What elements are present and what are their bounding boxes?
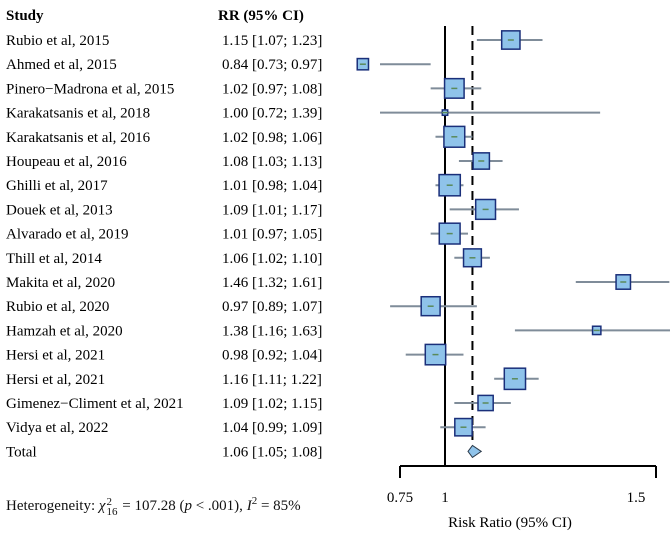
study-label: Pinero−Madrona et al, 2015: [6, 81, 174, 97]
study-ci-text: 1.04 [0.99; 1.09]: [222, 420, 322, 436]
study-label: Hamzah et al, 2020: [6, 323, 123, 339]
heterogeneity-statistic: Heterogeneity: χ 2 16 = 107.28 (p < .001),…: [6, 495, 301, 518]
study-ci-text: 0.84 [0.73; 0.97]: [222, 57, 322, 73]
study-label: Karakatsanis et al, 2016: [6, 130, 151, 146]
study-ci-text: 1.02 [0.97; 1.08]: [222, 81, 322, 97]
study-ci-text: 1.16 [1.11; 1.22]: [222, 372, 322, 388]
study-ci-text: 1.46 [1.32; 1.61]: [222, 275, 322, 291]
study-label: Thill et al, 2014: [6, 251, 102, 267]
study-label: Houpeau et al, 2016: [6, 154, 127, 170]
study-ci-text: 1.01 [0.97; 1.05]: [222, 227, 322, 243]
study-label: Rubio et al, 2015: [6, 33, 109, 49]
study-ci-text: 1.08 [1.03; 1.13]: [222, 154, 322, 170]
study-label: Karakatsanis et al, 2018: [6, 106, 150, 122]
study-ci-text: 1.09 [1.01; 1.17]: [222, 202, 322, 218]
study-ci-text: 0.98 [0.92; 1.04]: [222, 348, 322, 364]
study-ci-text: 1.01 [0.98; 1.04]: [222, 178, 322, 194]
total-diamond: [467, 444, 483, 459]
study-label: Gimenez−Climent et al, 2021: [6, 396, 184, 412]
study-label: Ghilli et al, 2017: [6, 178, 108, 194]
study-header: Study: [6, 8, 44, 24]
x-axis-title: Risk Ratio (95% CI): [448, 515, 572, 531]
study-ci-text: 0.97 [0.89; 1.07]: [222, 299, 322, 315]
x-axis-tick-label: 0.75: [387, 490, 413, 506]
x-axis-tick-label: 1: [441, 490, 449, 506]
study-label: Alvarado et al, 2019: [6, 227, 128, 243]
study-ci-text: 1.02 [0.98; 1.06]: [222, 130, 322, 146]
total-ci-text: 1.06 [1.05; 1.08]: [222, 444, 322, 460]
study-label: Douek et al, 2013: [6, 202, 113, 218]
study-label: Ahmed et al, 2015: [6, 57, 117, 73]
study-ci-text: 1.15 [1.07; 1.23]: [222, 33, 322, 49]
study-label: Makita et al, 2020: [6, 275, 115, 291]
estimate-header: RR (95% CI): [218, 8, 304, 24]
total-label: Total: [6, 444, 37, 460]
study-label: Rubio et al, 2020: [6, 299, 109, 315]
study-label: Hersi et al, 2021: [6, 348, 105, 364]
study-ci-text: 1.09 [1.02; 1.15]: [222, 396, 322, 412]
study-label: Vidya et al, 2022: [6, 420, 108, 436]
study-ci-text: 1.00 [0.72; 1.39]: [222, 106, 322, 122]
x-axis-tick-label: 1.5: [627, 490, 646, 506]
study-ci-text: 1.06 [1.02; 1.10]: [222, 251, 322, 267]
study-ci-text: 1.38 [1.16; 1.63]: [222, 323, 322, 339]
study-label: Hersi et al, 2021: [6, 372, 105, 388]
